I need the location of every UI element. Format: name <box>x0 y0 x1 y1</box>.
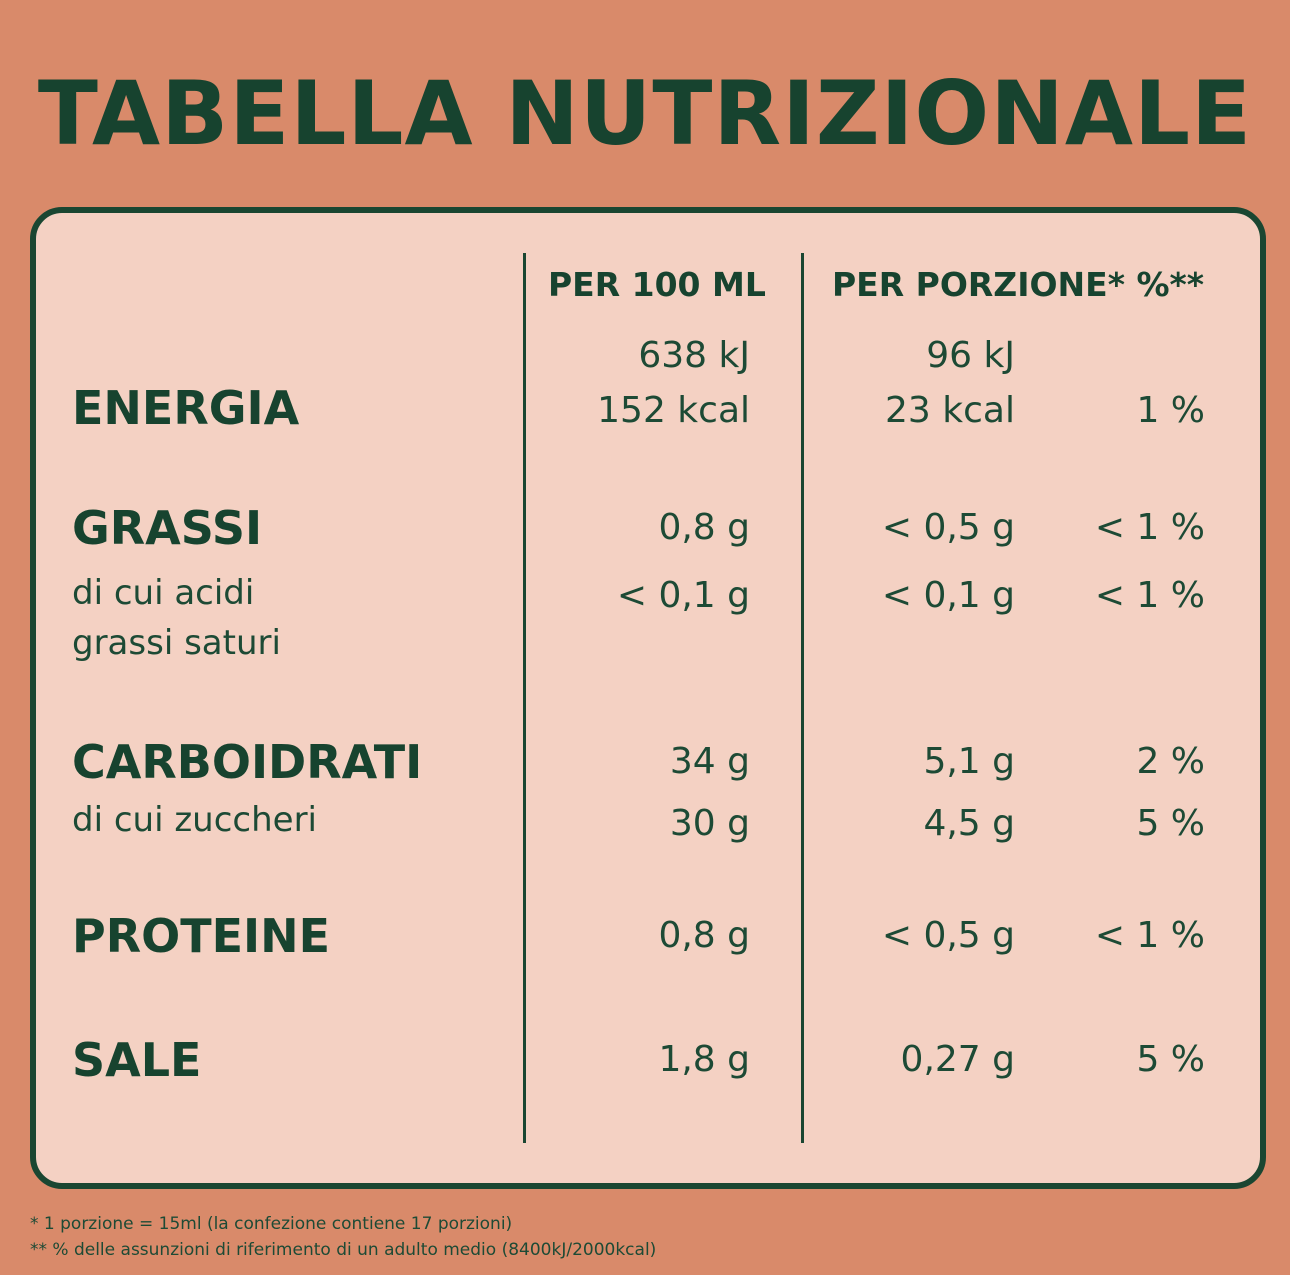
row-label-zuccheri: di cui zuccheri <box>72 800 318 840</box>
zuccheri-pct: 5 % <box>1136 803 1205 844</box>
footnote-riferimento: ** % delle assunzioni di riferimento di … <box>30 1240 657 1260</box>
saturi-label-line2: grassi saturi <box>72 623 281 663</box>
zuccheri-porzione: 4,5 g <box>923 803 1015 844</box>
carboidrati-pct: 2 % <box>1136 741 1205 782</box>
zuccheri-per100: 30 g <box>669 803 750 844</box>
header-per-porzione: PER PORZIONE* %** <box>832 265 1205 304</box>
saturi-pct: < 1 % <box>1094 575 1205 616</box>
energia-pct: 1 % <box>1136 390 1205 431</box>
row-label-carboidrati: CARBOIDRATI <box>72 735 423 789</box>
header-per-100ml: PER 100 ML <box>548 265 766 304</box>
saturi-per100: < 0,1 g <box>616 575 750 616</box>
grassi-pct: < 1 % <box>1094 507 1205 548</box>
column-divider <box>523 253 526 1143</box>
energia-porzione-kcal: 23 kcal <box>885 390 1015 431</box>
energia-per100-kj: 638 kJ <box>638 335 750 376</box>
page-title: TABELLA NUTRIZIONALE <box>37 62 1253 165</box>
footnote-porzione: * 1 porzione = 15ml (la confezione conti… <box>30 1214 513 1234</box>
row-label-saturi: di cui acidi grassi saturi <box>72 568 281 668</box>
row-label-grassi: GRASSI <box>72 501 263 555</box>
saturi-label-line1: di cui acidi <box>72 573 255 613</box>
sale-pct: 5 % <box>1136 1039 1205 1080</box>
sale-per100: 1,8 g <box>658 1039 750 1080</box>
nutrition-table: PER 100 ML PER PORZIONE* %** ENERGIA 638… <box>30 207 1266 1189</box>
row-label-energia: ENERGIA <box>72 381 300 435</box>
saturi-porzione: < 0,1 g <box>881 575 1015 616</box>
sale-porzione: 0,27 g <box>900 1039 1015 1080</box>
carboidrati-porzione: 5,1 g <box>923 741 1015 782</box>
proteine-per100: 0,8 g <box>658 915 750 956</box>
energia-per100-kcal: 152 kcal <box>597 390 750 431</box>
proteine-porzione: < 0,5 g <box>881 915 1015 956</box>
row-label-proteine: PROTEINE <box>72 909 331 963</box>
carboidrati-per100: 34 g <box>669 741 750 782</box>
energia-porzione-kj: 96 kJ <box>926 335 1015 376</box>
grassi-per100: 0,8 g <box>658 507 750 548</box>
column-divider <box>801 253 804 1143</box>
proteine-pct: < 1 % <box>1094 915 1205 956</box>
row-label-sale: SALE <box>72 1033 202 1087</box>
grassi-porzione: < 0,5 g <box>881 507 1015 548</box>
